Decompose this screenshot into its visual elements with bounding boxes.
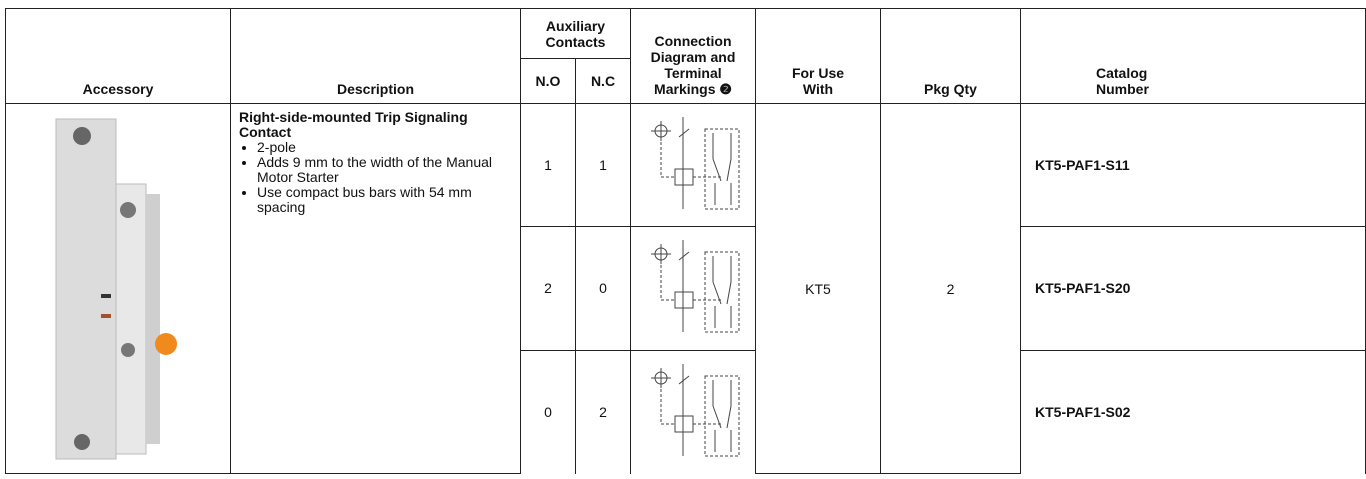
bullet: 2-pole: [257, 140, 512, 155]
header-catalog: Catalog Number: [1020, 8, 1366, 104]
bullet: Adds 9 mm to the width of the Manual Mot…: [257, 155, 512, 185]
header-diagram: Connection Diagram and Terminal Markings…: [630, 8, 756, 104]
header-no: N.O: [520, 58, 576, 104]
description-title: Right-side-mounted Trip Signaling Contac…: [239, 109, 468, 140]
no-cell: 1: [520, 102, 576, 228]
diagram: [651, 116, 740, 210]
diagram-cell: [630, 102, 756, 228]
description-cell: Right-side-mounted Trip Signaling Contac…: [230, 103, 521, 474]
header-auxiliary: Auxiliary Contacts: [520, 8, 631, 59]
header-accessory: Accessory: [5, 8, 231, 104]
catalog-cell: KT5-PAF1-S11: [1020, 102, 1366, 228]
no-cell: 2: [520, 226, 576, 351]
diagram: [651, 363, 740, 457]
header-for-use: For Use With: [755, 8, 881, 104]
header-nc: N.C: [575, 58, 631, 104]
accessory-table: Accessory Description Auxiliary Contacts…: [5, 8, 1366, 474]
product-image-cell: [5, 103, 231, 474]
catalog-cell: KT5-PAF1-S02: [1020, 349, 1366, 474]
bullet: Use compact bus bars with 54 mm spacing: [257, 185, 512, 215]
for-use-cell: KT5: [755, 103, 881, 474]
nc-cell: 0: [575, 226, 631, 351]
nc-cell: 1: [575, 102, 631, 228]
diagram-cell: [630, 226, 756, 351]
diagram: [651, 239, 740, 333]
nc-cell: 2: [575, 349, 631, 474]
pkg-qty-cell: 2: [880, 103, 1021, 474]
header-description: Description: [230, 8, 521, 104]
diagram-cell: [630, 349, 756, 474]
header-diagram-text: Connection Diagram and Terminal Markings…: [650, 33, 736, 97]
header-for-use-text: For Use With: [791, 65, 845, 97]
product-image: [55, 118, 177, 460]
header-auxiliary-text: Auxiliary Contacts: [545, 17, 606, 50]
description-bullets: 2-pole Adds 9 mm to the width of the Man…: [239, 140, 512, 215]
no-cell: 0: [520, 349, 576, 474]
catalog-cell: KT5-PAF1-S20: [1020, 226, 1366, 351]
header-catalog-text: Catalog Number: [1096, 65, 1149, 97]
header-pkg-qty: Pkg Qty: [880, 8, 1021, 104]
